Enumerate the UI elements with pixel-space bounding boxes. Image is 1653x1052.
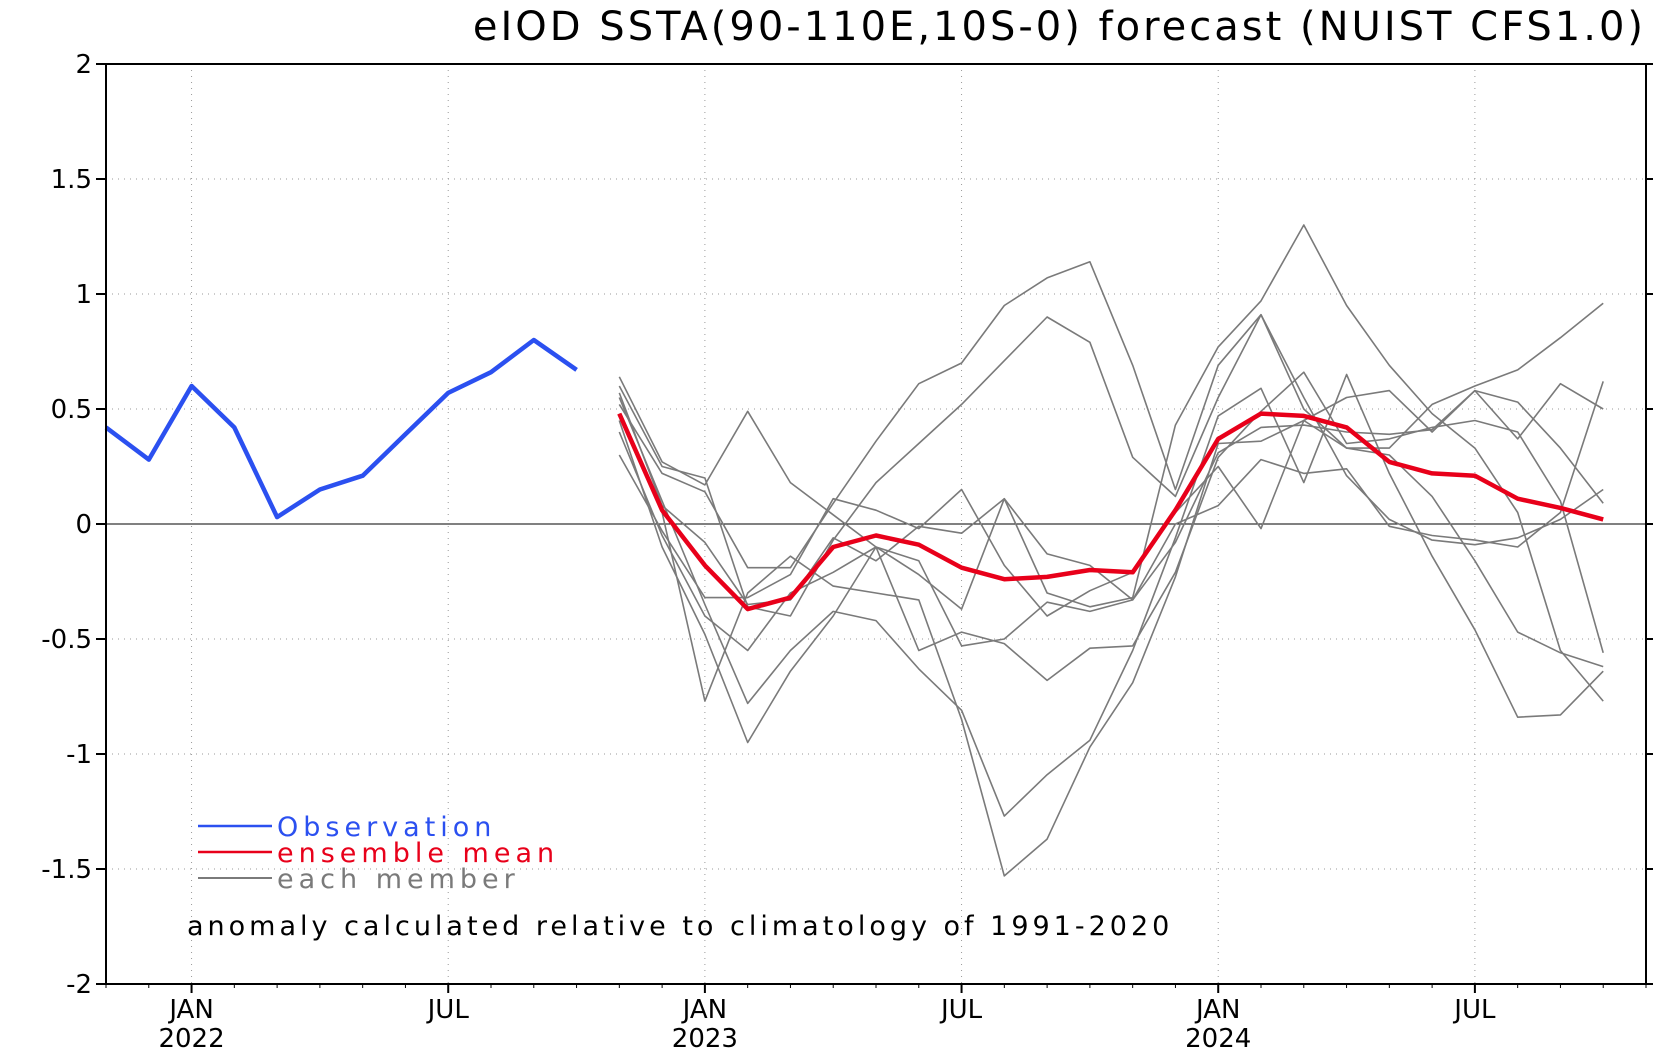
x-tick-year: 2023	[672, 1024, 738, 1052]
x-tick-month: JUL	[426, 995, 470, 1025]
y-tick-label: 0	[75, 510, 92, 540]
y-tick-label: 1	[75, 280, 92, 310]
member-line-2	[618, 224, 1604, 702]
y-tick-label: 1.5	[51, 165, 92, 195]
legend-label-observation: Observation	[277, 812, 496, 843]
member-line-9	[618, 260, 1604, 569]
x-tick-year: 2024	[1185, 1024, 1251, 1052]
y-tick-label: -1	[66, 740, 92, 770]
member-line-6	[618, 382, 1604, 652]
member-line-5	[618, 389, 1604, 617]
plot-frame	[105, 63, 1647, 985]
legend-label-each-member: each member	[277, 864, 520, 895]
ensemble-mean-group	[617, 411, 1604, 612]
x-tick-month: JAN	[1194, 995, 1240, 1025]
grid	[96, 63, 1653, 993]
y-tick-label: -2	[66, 970, 92, 1000]
y-tick-label: 2	[75, 50, 92, 80]
member-line-3	[618, 373, 1604, 817]
y-axis-labels: 2 1.5 1 0.5 0 -0.5 -1 -1.5 -2	[41, 50, 92, 1000]
legend-label-ensemble-mean: ensemble mean	[277, 838, 559, 869]
x-tick-month: JUL	[1452, 995, 1496, 1025]
observation-line	[104, 337, 578, 520]
x-tick-month: JAN	[167, 995, 213, 1025]
y-tick-label: -1.5	[41, 855, 92, 885]
x-tick-month: JUL	[939, 995, 983, 1025]
y-tick-label: -0.5	[41, 625, 92, 655]
legend: Observation ensemble mean each member	[198, 812, 559, 895]
y-tick-label: 0.5	[51, 395, 92, 425]
member-line-1	[618, 313, 1604, 617]
x-tick-year: 2022	[158, 1024, 224, 1052]
chart-title: eIOD SSTA(90-110E,10S-0) forecast (NUIST…	[473, 4, 1646, 50]
member-line-4	[618, 371, 1604, 744]
ensemble-mean-line	[617, 411, 1604, 612]
member-line-8	[618, 413, 1604, 877]
x-tick-month: JAN	[681, 995, 727, 1025]
member-series-group	[618, 224, 1604, 877]
climatology-note: anomaly calculated relative to climatolo…	[187, 911, 1173, 942]
observation-group	[104, 337, 578, 520]
